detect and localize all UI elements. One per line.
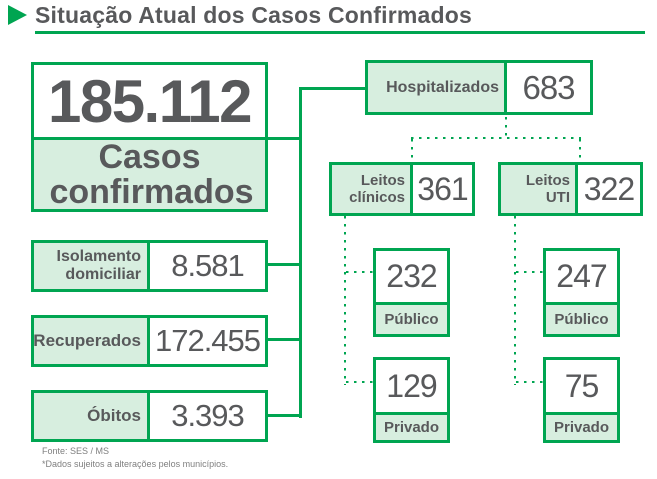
dotted-vertical-uti xyxy=(514,216,516,385)
hospitalizados-value: 683 xyxy=(522,68,575,106)
dotted-stub-clinicos-publico xyxy=(346,271,373,273)
recuperados-label-box: Recuperados xyxy=(31,315,150,367)
dotted-vertical-clinicos xyxy=(344,216,346,385)
clinicos-publico-label-box: Público xyxy=(373,302,450,337)
recuperados-value: 172.455 xyxy=(154,323,261,358)
clinicos-publico-value: 232 xyxy=(386,258,437,294)
recuperados-label: Recuperados xyxy=(33,331,141,350)
dotted-stub-uti-publico xyxy=(516,271,543,273)
clinicos-privado-label: Privado xyxy=(383,419,440,436)
leitos-clinicos-value: 361 xyxy=(417,170,468,207)
isolamento-label-box: Isolamento domiciliar xyxy=(31,240,150,292)
leitos-clinicos-label: Leitos clínicos xyxy=(349,172,405,206)
uti-privado-value-box: 75 xyxy=(543,357,620,415)
connector-vertical-main xyxy=(299,87,302,418)
page-title: Situação Atual dos Casos Confirmados xyxy=(35,2,473,28)
clinicos-privado-value: 129 xyxy=(386,367,437,404)
connector-isolamento xyxy=(266,263,302,266)
dotted-stub-leitos-clinicos xyxy=(411,139,413,162)
clinicos-privado-value-box: 129 xyxy=(373,357,450,415)
leitos-uti-label: Leitos UTI xyxy=(525,172,570,206)
hospitalizados-label: Hospitalizados xyxy=(386,78,499,96)
dotted-span-leitos xyxy=(411,137,581,139)
title-underline xyxy=(35,31,645,34)
leitos-uti-label-box: Leitos UTI xyxy=(498,162,578,216)
bullet-triangle-icon xyxy=(8,5,27,25)
leitos-uti-value-box: 322 xyxy=(575,162,643,216)
footer-source: Fonte: SES / MS xyxy=(42,446,110,456)
obitos-value: 3.393 xyxy=(171,398,245,433)
obitos-label: Óbitos xyxy=(87,406,141,425)
uti-publico-label: Público xyxy=(554,311,609,328)
leitos-clinicos-value-box: 361 xyxy=(410,162,475,216)
leitos-clinicos-label-box: Leitos clínicos xyxy=(329,162,413,216)
clinicos-publico-label: Público xyxy=(384,311,439,328)
footer-note: *Dados sujeitos a alterações pelos munic… xyxy=(42,459,229,469)
recuperados-value-box: 172.455 xyxy=(147,315,268,367)
uti-publico-value: 247 xyxy=(556,258,607,294)
leitos-uti-value: 322 xyxy=(583,170,635,207)
dotted-stub-clinicos-privado xyxy=(346,381,373,383)
obitos-label-box: Óbitos xyxy=(31,390,150,442)
uti-privado-label: Privado xyxy=(553,419,610,436)
connector-obitos xyxy=(266,414,302,417)
uti-publico-value-box: 247 xyxy=(543,248,620,305)
uti-publico-label-box: Público xyxy=(543,302,620,337)
dotted-hospitalizados-down xyxy=(505,117,507,139)
connector-recuperados xyxy=(266,338,302,341)
total-cases-value-box: 185.112 xyxy=(31,62,268,140)
isolamento-label: Isolamento domiciliar xyxy=(56,248,141,283)
uti-privado-label-box: Privado xyxy=(543,412,620,443)
total-cases-label: Casos confirmados xyxy=(49,137,254,211)
uti-privado-value: 75 xyxy=(564,367,600,404)
connector-total xyxy=(266,137,302,140)
hospitalizados-value-box: 683 xyxy=(504,60,593,115)
connector-hospitalizados xyxy=(299,87,365,90)
dotted-stub-uti-privado xyxy=(516,381,543,383)
dotted-stub-leitos-uti xyxy=(579,139,581,162)
clinicos-privado-label-box: Privado xyxy=(373,412,450,443)
total-cases-label-box: Casos confirmados xyxy=(31,137,268,212)
total-cases-value: 185.112 xyxy=(47,67,253,135)
isolamento-value-box: 8.581 xyxy=(147,240,268,292)
isolamento-value: 8.581 xyxy=(171,248,245,283)
clinicos-publico-value-box: 232 xyxy=(373,248,450,305)
hospitalizados-label-box: Hospitalizados xyxy=(365,60,507,115)
obitos-value-box: 3.393 xyxy=(147,390,268,442)
